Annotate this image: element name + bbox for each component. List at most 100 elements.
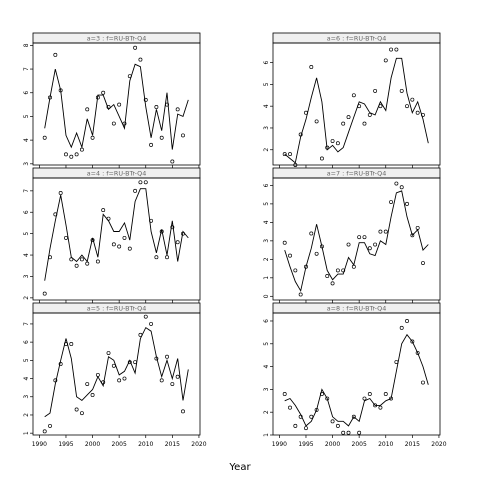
y-tick-label: 3	[263, 126, 270, 130]
data-point	[138, 180, 143, 185]
data-point	[293, 423, 298, 428]
panel-3: a=4 : f=RU-BTr-Q4 2 3 4 5 6 7	[23, 167, 201, 303]
y-tick-label: 6	[23, 340, 30, 344]
data-point	[58, 191, 63, 195]
data-point	[351, 93, 356, 98]
data-point	[165, 354, 169, 359]
panel-1: a=3 : f=RU-BTr-Q4 3 4 5 6 7 8	[23, 32, 201, 168]
y-tick-label: 4	[23, 376, 30, 380]
data-point	[389, 200, 394, 204]
series-line	[284, 190, 429, 293]
data-point	[133, 188, 138, 193]
x-tick-label: 1995	[58, 441, 73, 448]
data-point	[149, 142, 154, 147]
data-point	[117, 244, 122, 249]
data-point	[335, 268, 340, 273]
strip-label: a=3 : f=RU-BTr-Q4	[87, 35, 147, 43]
series-line	[44, 326, 189, 418]
data-point	[85, 382, 90, 386]
y-tick-label: 3	[23, 274, 30, 278]
data-point	[165, 102, 169, 107]
x-tick-label: 1990	[32, 441, 47, 448]
y-tick-label: 4	[23, 253, 30, 257]
data-point	[309, 65, 314, 69]
data-point	[282, 392, 287, 396]
data-point	[325, 274, 330, 278]
y-tick-label: 5	[263, 342, 270, 346]
y-tick-label: 6	[263, 61, 270, 65]
y-tick-label: 2	[23, 413, 30, 417]
data-point	[90, 392, 95, 397]
data-point	[325, 396, 330, 401]
data-point	[69, 342, 74, 346]
data-point	[133, 360, 138, 365]
data-point	[298, 414, 303, 419]
panel-5: a=5 : f=RU-BTr-Q4 1 2 3 4 5 6 7 1990 1995 2000 2005…	[23, 302, 207, 448]
data-point	[399, 185, 404, 190]
data-point	[346, 242, 351, 247]
data-point	[394, 360, 399, 364]
data-point	[298, 292, 303, 297]
data-point	[101, 208, 106, 213]
data-point	[367, 112, 372, 117]
x-tick-label: 1990	[272, 441, 287, 448]
y-tick-label: 6	[263, 319, 270, 323]
y-tick-label: 6	[23, 210, 30, 214]
x-tick-label: 2000	[325, 441, 340, 448]
y-tick-label: 5	[23, 358, 30, 362]
data-point	[314, 407, 319, 412]
data-point	[314, 251, 319, 256]
data-point	[304, 264, 308, 269]
data-point	[288, 152, 292, 157]
data-point	[95, 259, 100, 264]
data-point	[74, 152, 79, 157]
data-point	[383, 392, 388, 396]
data-point	[325, 145, 330, 150]
data-point	[367, 392, 372, 396]
data-point	[373, 88, 378, 93]
data-point	[319, 392, 324, 396]
panel-frame	[272, 312, 441, 436]
data-point	[394, 181, 399, 186]
data-point	[362, 235, 367, 240]
x-tick-label: 2015	[405, 441, 420, 448]
data-point	[170, 159, 175, 164]
data-point	[351, 414, 356, 419]
x-tick-label: 2015	[165, 441, 180, 448]
data-point	[309, 414, 314, 419]
data-point	[79, 411, 84, 416]
data-point	[335, 423, 340, 428]
data-point	[64, 342, 68, 346]
data-point	[405, 319, 409, 323]
x-axis-title: Year	[228, 462, 251, 473]
data-point	[330, 281, 335, 286]
data-point	[165, 255, 169, 260]
data-point	[149, 321, 154, 326]
data-point	[149, 218, 154, 223]
data-point	[122, 376, 127, 381]
data-point	[319, 244, 324, 249]
data-point	[330, 139, 335, 143]
data-point	[159, 378, 164, 383]
strip-label: a=7 : f=RU-BTr-Q4	[327, 170, 387, 178]
data-point	[341, 268, 346, 273]
data-point	[293, 268, 298, 273]
x-tick-label: 2020	[191, 441, 206, 448]
y-tick-label: 2	[263, 148, 270, 152]
data-point	[53, 212, 58, 217]
panel-4: a=7 : f=RU-BTr-Q4 0 1 2 3 4 5 6	[263, 167, 441, 303]
series-line	[44, 63, 189, 150]
data-point	[74, 407, 79, 412]
data-point	[405, 104, 409, 109]
data-point	[351, 264, 356, 269]
data-point	[314, 119, 319, 124]
data-point	[378, 405, 383, 410]
data-point	[53, 52, 58, 57]
data-point	[357, 235, 362, 240]
y-tick-label: 1	[23, 431, 30, 435]
data-point	[282, 240, 287, 245]
data-point	[154, 105, 159, 109]
y-tick-label: 8	[23, 43, 30, 47]
data-point	[175, 107, 180, 112]
